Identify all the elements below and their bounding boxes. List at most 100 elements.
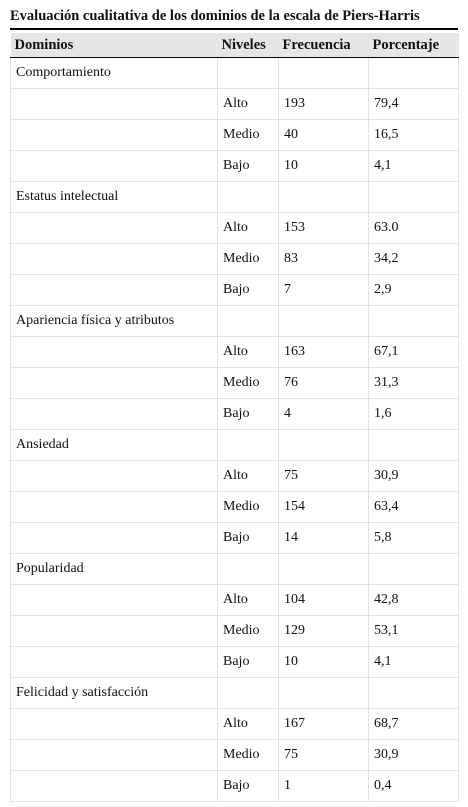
- percentage-cell: 4,1: [368, 150, 459, 182]
- frequency-cell: 7: [278, 274, 369, 306]
- level-row: Bajo 4 1,6: [10, 398, 459, 430]
- frequency-cell: 129: [278, 615, 369, 647]
- table-body: Comportamiento Alto 193 79,4 Medio 40 16,5 Bajo…: [10, 57, 459, 802]
- group-row: Ansiedad: [10, 429, 459, 461]
- domain-cell: Popularidad: [10, 553, 218, 585]
- level-cell: Bajo: [217, 150, 279, 182]
- level-cell: Medio: [217, 119, 279, 151]
- level-row: Alto 153 63.0: [10, 212, 459, 244]
- frequency-cell: 10: [278, 150, 369, 182]
- empty-cell: [278, 677, 369, 709]
- empty-cell: [278, 181, 369, 213]
- empty-cell: [368, 429, 459, 461]
- group-row: Comportamiento: [10, 57, 459, 89]
- level-row: Alto 75 30,9: [10, 460, 459, 492]
- empty-cell: [368, 57, 459, 89]
- level-cell: Alto: [217, 460, 279, 492]
- frequency-cell: 104: [278, 584, 369, 616]
- frequency-cell: 163: [278, 336, 369, 368]
- table-title: Evaluación cualitativa de los dominios d…: [10, 0, 458, 30]
- percentage-cell: 30,9: [368, 739, 459, 771]
- level-cell: Alto: [217, 708, 279, 740]
- percentage-cell: 5,8: [368, 522, 459, 554]
- frequency-cell: 76: [278, 367, 369, 399]
- percentage-cell: 42,8: [368, 584, 459, 616]
- frequency-cell: 4: [278, 398, 369, 430]
- empty-cell: [217, 181, 279, 213]
- domain-cell: Felicidad y satisfacción: [10, 677, 218, 709]
- percentage-cell: 0,4: [368, 770, 459, 802]
- percentage-cell: 2,9: [368, 274, 459, 306]
- empty-cell: [10, 150, 218, 182]
- level-row: Medio 154 63,4: [10, 491, 459, 523]
- level-cell: Alto: [217, 212, 279, 244]
- empty-cell: [368, 677, 459, 709]
- empty-cell: [10, 274, 218, 306]
- group-row: Estatus intelectual: [10, 181, 459, 213]
- level-row: Medio 83 34,2: [10, 243, 459, 275]
- level-cell: Medio: [217, 367, 279, 399]
- level-row: Bajo 10 4,1: [10, 646, 459, 678]
- level-cell: Alto: [217, 584, 279, 616]
- empty-cell: [368, 553, 459, 585]
- empty-cell: [10, 460, 218, 492]
- frequency-cell: 1: [278, 770, 369, 802]
- empty-cell: [217, 553, 279, 585]
- domain-cell: Ansiedad: [10, 429, 218, 461]
- level-cell: Medio: [217, 491, 279, 523]
- data-table: Dominios Niveles Frecuencia Porcentaje Comp…: [10, 33, 459, 802]
- percentage-cell: 67,1: [368, 336, 459, 368]
- level-row: Alto 167 68,7: [10, 708, 459, 740]
- empty-cell: [10, 398, 218, 430]
- empty-cell: [278, 57, 369, 89]
- percentage-cell: 4,1: [368, 646, 459, 678]
- empty-cell: [10, 646, 218, 678]
- empty-cell: [278, 429, 369, 461]
- empty-cell: [278, 305, 369, 337]
- frequency-cell: 75: [278, 739, 369, 771]
- level-cell: Alto: [217, 336, 279, 368]
- level-row: Medio 76 31,3: [10, 367, 459, 399]
- empty-cell: [10, 119, 218, 151]
- empty-cell: [368, 305, 459, 337]
- percentage-cell: 1,6: [368, 398, 459, 430]
- level-row: Bajo 10 4,1: [10, 150, 459, 182]
- frequency-cell: 153: [278, 212, 369, 244]
- level-cell: Bajo: [217, 274, 279, 306]
- empty-cell: [10, 336, 218, 368]
- empty-cell: [10, 212, 218, 244]
- empty-cell: [10, 491, 218, 523]
- empty-cell: [10, 522, 218, 554]
- group-row: Apariencia física y atributos: [10, 305, 459, 337]
- level-row: Medio 40 16,5: [10, 119, 459, 151]
- empty-cell: [278, 553, 369, 585]
- level-cell: Bajo: [217, 522, 279, 554]
- frequency-cell: 75: [278, 460, 369, 492]
- empty-cell: [217, 677, 279, 709]
- percentage-cell: 63.0: [368, 212, 459, 244]
- empty-cell: [368, 181, 459, 213]
- level-cell: Alto: [217, 88, 279, 120]
- percentage-cell: 68,7: [368, 708, 459, 740]
- column-header: Frecuencia: [278, 33, 369, 58]
- frequency-cell: 193: [278, 88, 369, 120]
- percentage-cell: 34,2: [368, 243, 459, 275]
- level-row: Medio 129 53,1: [10, 615, 459, 647]
- level-row: Alto 193 79,4: [10, 88, 459, 120]
- empty-cell: [10, 708, 218, 740]
- frequency-cell: 14: [278, 522, 369, 554]
- level-cell: Bajo: [217, 646, 279, 678]
- frequency-cell: 154: [278, 491, 369, 523]
- level-row: Bajo 1 0,4: [10, 770, 459, 802]
- domain-cell: Estatus intelectual: [10, 181, 218, 213]
- level-cell: Bajo: [217, 770, 279, 802]
- empty-cell: [217, 57, 279, 89]
- percentage-cell: 31,3: [368, 367, 459, 399]
- frequency-cell: 167: [278, 708, 369, 740]
- level-row: Bajo 7 2,9: [10, 274, 459, 306]
- table-panel: Evaluación cualitativa de los dominios d…: [10, 0, 459, 802]
- level-cell: Medio: [217, 739, 279, 771]
- level-row: Alto 163 67,1: [10, 336, 459, 368]
- group-row: Felicidad y satisfacción: [10, 677, 459, 709]
- percentage-cell: 53,1: [368, 615, 459, 647]
